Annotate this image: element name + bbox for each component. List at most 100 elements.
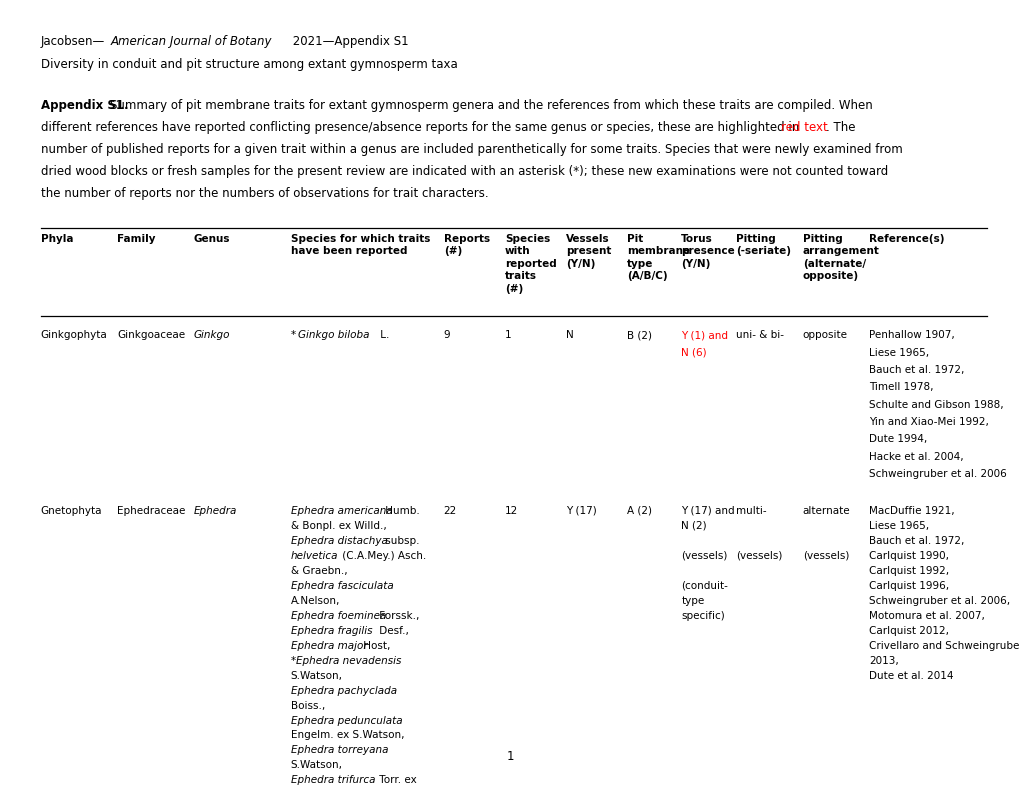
Text: Ephedra fragilis: Ephedra fragilis (290, 626, 372, 636)
Text: Torr. ex: Torr. ex (376, 775, 417, 786)
Text: MacDuffie 1921,: MacDuffie 1921, (868, 506, 954, 516)
Text: Ephedra distachya: Ephedra distachya (290, 536, 387, 546)
Text: (vessels): (vessels) (802, 551, 848, 561)
Text: Bauch et al. 1972,: Bauch et al. 1972, (868, 536, 964, 546)
Text: type: type (681, 596, 704, 606)
Text: Genus: Genus (194, 234, 230, 244)
Text: A.Nelson,: A.Nelson, (290, 596, 339, 606)
Text: Crivellaro and Schweingruber: Crivellaro and Schweingruber (868, 641, 1019, 651)
Text: Species for which traits
have been reported: Species for which traits have been repor… (290, 234, 430, 256)
Text: Pitting
(-seriate): Pitting (-seriate) (736, 234, 791, 256)
Text: uni- & bi-: uni- & bi- (736, 330, 784, 340)
Text: Species
with
reported
traits
(#): Species with reported traits (#) (504, 234, 556, 294)
Text: Ephedra major: Ephedra major (290, 641, 367, 651)
Text: Phyla: Phyla (41, 234, 73, 244)
Text: red text: red text (781, 121, 827, 133)
Text: . The: . The (825, 121, 855, 133)
Text: Ephedra fasciculata: Ephedra fasciculata (290, 581, 393, 591)
Text: Ephedra trifurca: Ephedra trifurca (290, 775, 375, 786)
Text: Yin and Xiao-Mei 1992,: Yin and Xiao-Mei 1992, (868, 417, 988, 427)
Text: dried wood blocks or fresh samples for the present review are indicated with an : dried wood blocks or fresh samples for t… (41, 165, 888, 177)
Text: Forssk.,: Forssk., (376, 611, 420, 621)
Text: L.: L. (377, 330, 389, 340)
Text: Motomura et al. 2007,: Motomura et al. 2007, (868, 611, 984, 621)
Text: Ephedra foeminea: Ephedra foeminea (290, 611, 386, 621)
Text: (vessels): (vessels) (736, 551, 782, 561)
Text: & Bonpl. ex Willd.,: & Bonpl. ex Willd., (290, 521, 386, 531)
Text: Y (17) and: Y (17) and (681, 506, 735, 516)
Text: Carlquist 2012,: Carlquist 2012, (868, 626, 948, 636)
Text: B (2): B (2) (627, 330, 652, 340)
Text: Ephedraceae: Ephedraceae (117, 506, 185, 516)
Text: Host,: Host, (360, 641, 390, 651)
Text: Gnetophyta: Gnetophyta (41, 506, 102, 516)
Text: helvetica: helvetica (290, 551, 338, 561)
Text: Torus
presence
(Y/N): Torus presence (Y/N) (681, 234, 735, 269)
Text: 12: 12 (504, 506, 518, 516)
Text: Liese 1965,: Liese 1965, (868, 521, 928, 531)
Text: N (2): N (2) (681, 521, 706, 531)
Text: Liese 1965,: Liese 1965, (868, 348, 928, 358)
Text: Ginkgophyta: Ginkgophyta (41, 330, 107, 340)
Text: Y (17): Y (17) (566, 506, 596, 516)
Text: (C.A.Mey.) Asch.: (C.A.Mey.) Asch. (338, 551, 426, 561)
Text: specific): specific) (681, 611, 725, 621)
Text: Y (1) and: Y (1) and (681, 330, 728, 340)
Text: Ginkgo: Ginkgo (194, 330, 230, 340)
Text: Carlquist 1990,: Carlquist 1990, (868, 551, 948, 561)
Text: alternate: alternate (802, 506, 850, 516)
Text: American Journal of Botany: American Journal of Botany (110, 35, 271, 48)
Text: Vessels
present
(Y/N): Vessels present (Y/N) (566, 234, 610, 269)
Text: Ephedra pachyclada: Ephedra pachyclada (290, 686, 396, 696)
Text: Carlquist 1992,: Carlquist 1992, (868, 566, 949, 576)
Text: Ginkgo biloba: Ginkgo biloba (298, 330, 369, 340)
Text: S.Watson,: S.Watson, (290, 671, 342, 681)
Text: Humb.: Humb. (381, 506, 419, 516)
Text: 2013,: 2013, (868, 656, 898, 666)
Text: Carlquist 1996,: Carlquist 1996, (868, 581, 949, 591)
Text: Ephedra torreyana: Ephedra torreyana (290, 745, 388, 756)
Text: the number of reports nor the numbers of observations for trait characters.: the number of reports nor the numbers of… (41, 187, 488, 199)
Text: Schweingruber et al. 2006: Schweingruber et al. 2006 (868, 469, 1006, 479)
Text: Pit
membrane
type
(A/B/C): Pit membrane type (A/B/C) (627, 234, 690, 281)
Text: Bauch et al. 1972,: Bauch et al. 1972, (868, 365, 964, 375)
Text: Timell 1978,: Timell 1978, (868, 382, 932, 392)
Text: N (6): N (6) (681, 348, 706, 358)
Text: A (2): A (2) (627, 506, 652, 516)
Text: multi-: multi- (736, 506, 766, 516)
Text: 1: 1 (504, 330, 511, 340)
Text: Schulte and Gibson 1988,: Schulte and Gibson 1988, (868, 400, 1003, 410)
Text: opposite: opposite (802, 330, 847, 340)
Text: *: * (290, 330, 296, 340)
Text: 1: 1 (505, 750, 514, 763)
Text: Family: Family (117, 234, 156, 244)
Text: Ephedra nevadensis: Ephedra nevadensis (296, 656, 401, 666)
Text: 22: 22 (443, 506, 457, 516)
Text: Summary of pit membrane traits for extant gymnosperm genera and the references f: Summary of pit membrane traits for extan… (110, 98, 872, 111)
Text: Engelm. ex S.Watson,: Engelm. ex S.Watson, (290, 730, 404, 741)
Text: Pitting
arrangement
(alternate/
opposite): Pitting arrangement (alternate/ opposite… (802, 234, 878, 281)
Text: Appendix S1.: Appendix S1. (41, 98, 128, 111)
Text: N: N (566, 330, 574, 340)
Text: Reports
(#): Reports (#) (443, 234, 489, 256)
Text: subsp.: subsp. (381, 536, 419, 546)
Text: Dute 1994,: Dute 1994, (868, 434, 926, 444)
Text: 9: 9 (443, 330, 449, 340)
Text: Penhallow 1907,: Penhallow 1907, (868, 330, 954, 340)
Text: Jacobsen—: Jacobsen— (41, 35, 105, 48)
Text: *: * (290, 656, 296, 666)
Text: different references have reported conflicting presence/absence reports for the : different references have reported confl… (41, 121, 802, 133)
Text: S.Watson,: S.Watson, (290, 760, 342, 771)
Text: Ephedra pedunculata: Ephedra pedunculata (290, 716, 401, 726)
Text: Boiss.,: Boiss., (290, 701, 325, 711)
Text: 2021—Appendix S1: 2021—Appendix S1 (288, 35, 408, 48)
Text: Desf.,: Desf., (376, 626, 409, 636)
Text: Ephedra americana: Ephedra americana (290, 506, 392, 516)
Text: & Graebn.,: & Graebn., (290, 566, 347, 576)
Text: (vessels): (vessels) (681, 551, 727, 561)
Text: Ginkgoaceae: Ginkgoaceae (117, 330, 185, 340)
Text: number of published reports for a given trait within a genus are included parent: number of published reports for a given … (41, 143, 902, 155)
Text: Dute et al. 2014: Dute et al. 2014 (868, 671, 953, 681)
Text: Ephedra: Ephedra (194, 506, 237, 516)
Text: Schweingruber et al. 2006,: Schweingruber et al. 2006, (868, 596, 1009, 606)
